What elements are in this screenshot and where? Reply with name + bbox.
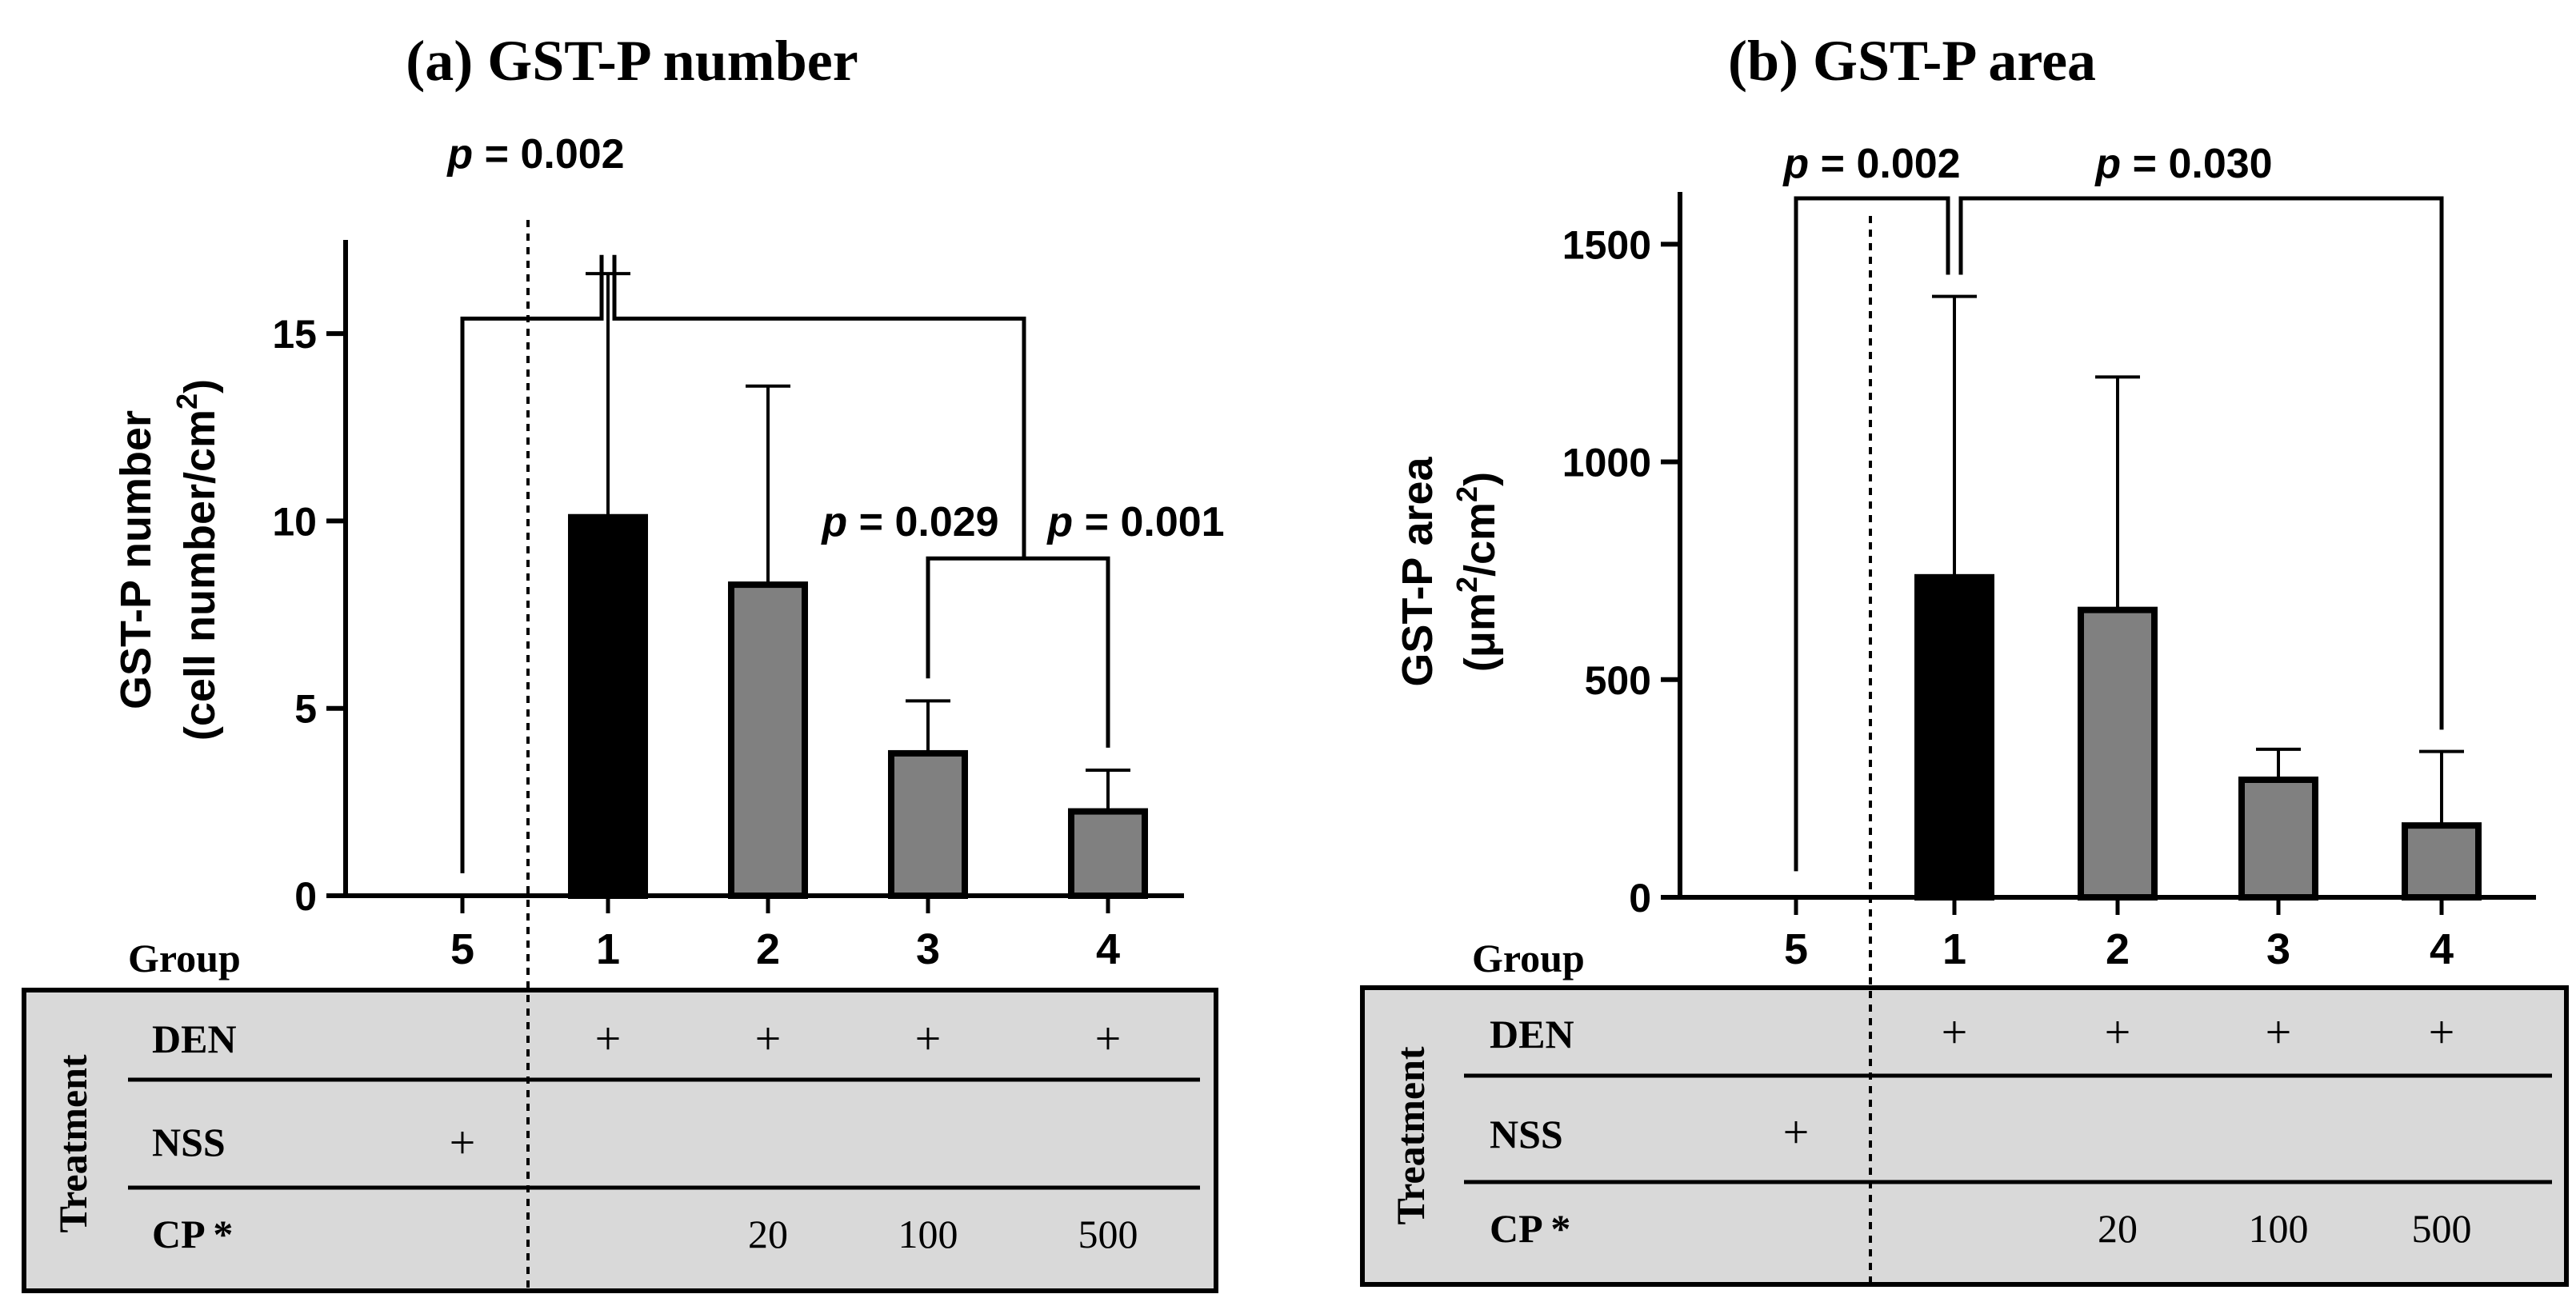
panel-a-cell-cp-2: 20: [748, 1212, 788, 1256]
p-value: = 0.001: [1073, 499, 1224, 545]
panel-a-ylabel-sup: 2: [170, 393, 203, 409]
panel-b-treatment-label: Treatment: [1388, 1046, 1433, 1224]
panel-b-category-label: 1: [1942, 925, 1966, 973]
panel-b-ylabel-main: (μm: [1456, 593, 1504, 672]
panel-b-cell-den-3: +: [2266, 1006, 2292, 1058]
panel-b-cell-den-1: +: [1942, 1006, 1968, 1058]
panel-a-bracket-3: [926, 556, 1110, 748]
panel-a-row-nss: NSS: [152, 1120, 226, 1164]
panel-b-ylabel-line2: (μm2/cm2): [1450, 472, 1504, 672]
panel-b-p-label-2: p = 0.030: [2094, 141, 2272, 187]
panel-a-p-label-1: p = 0.002: [446, 131, 624, 178]
panel-a-treatment-table: [22, 988, 1218, 1293]
panel-a-category-label: 2: [756, 925, 780, 973]
panel-a-cell-den-4: +: [1095, 1012, 1122, 1064]
panel-b-category-label: 4: [2430, 925, 2454, 973]
panel-a-title: (a) GST-P number: [406, 29, 858, 93]
panel-a-bar-group-3: [888, 749, 968, 900]
p-value: = 0.002: [473, 131, 624, 178]
panel-b-row-cp: CP *: [1490, 1206, 1570, 1251]
panel-a-category-label: 5: [450, 925, 474, 973]
panel-b-bar-group-3: [2238, 777, 2318, 901]
panel-b-cell-cp-4: 500: [2412, 1206, 2472, 1251]
panel-a-ytick-label: 5: [294, 687, 317, 732]
panel-a-treatment-label: Treatment: [50, 1054, 95, 1232]
panel-a-ytick-label: 10: [272, 499, 317, 544]
panel-a-ytick-label: 0: [294, 874, 317, 919]
p-value: = 0.030: [2121, 141, 2272, 187]
p-symbol: p: [2094, 141, 2121, 187]
panel-b-category-label: 5: [1784, 925, 1808, 973]
panel-b-ylabel-line1: GST-P area: [1394, 456, 1442, 686]
panel-b-ylabel-sup: 2: [1450, 577, 1483, 593]
panel-a-group-label: Group: [128, 936, 241, 980]
panel-b-cell-den-4: +: [2429, 1006, 2455, 1058]
panel-b: (b) GST-P area GST-P area (μm2/cm2) 0500…: [1360, 29, 2569, 1287]
panel-b-bar-group-1: [1914, 573, 1994, 901]
panel-b-ytick-label: 1500: [1562, 222, 1651, 267]
panel-a-cell-den-2: +: [755, 1012, 782, 1064]
panel-b-ytick-label: 1000: [1562, 441, 1651, 485]
panel-b-treatment-table: [1360, 985, 2569, 1287]
p-symbol: p: [1046, 499, 1073, 545]
panel-a-cell-cp-4: 500: [1078, 1212, 1138, 1256]
panel-b-row-nss: NSS: [1490, 1112, 1563, 1156]
panel-a-ylabel-end: ): [176, 379, 224, 393]
panel-a-row-cp: CP *: [152, 1212, 233, 1256]
p-value: = 0.002: [1809, 141, 1960, 187]
panel-b-ytick-label: 0: [1629, 876, 1651, 921]
panel-a-bracket-2: [612, 254, 1026, 559]
panel-a: (a) GST-P number GST-P number (cell numb…: [22, 29, 1225, 1293]
panel-a-category-label: 3: [916, 925, 940, 973]
panel-a-cell-den-3: +: [915, 1012, 942, 1064]
panel-b-bracket-2: [1958, 196, 2444, 730]
p-symbol: p: [446, 131, 473, 178]
panel-b-p-label-1: p = 0.002: [1782, 141, 1960, 187]
panel-a-cell-cp-3: 100: [898, 1212, 958, 1256]
panel-b-cell-cp-3: 100: [2249, 1206, 2309, 1251]
panel-a-bar-group-4: [1068, 808, 1148, 899]
panel-a-table-cells: + + + + +20 100 500: [450, 1012, 1138, 1256]
panel-a-bar-group-2: [728, 581, 808, 899]
panel-b-cell-nss-5: +: [1783, 1106, 1810, 1158]
p-symbol: p: [820, 499, 847, 545]
panel-a-category-label: 4: [1096, 925, 1120, 973]
panel-b-category-label: 3: [2266, 925, 2290, 973]
panel-a-ylabel-main: (cell number/cm: [176, 409, 224, 741]
panel-a-ytick-label: 15: [272, 312, 317, 357]
panel-b-table-cells: + + + + +20 100 500: [1783, 1006, 2472, 1251]
panel-b-bar-group-4: [2402, 822, 2482, 901]
p-symbol: p: [1782, 141, 1809, 187]
panel-a-bracket-1: [460, 254, 604, 873]
panel-b-cell-cp-2: 20: [2098, 1206, 2138, 1251]
panel-a-row-den: DEN: [152, 1016, 237, 1061]
panel-b-ylabel-end: ): [1456, 472, 1504, 486]
panel-a-p-label-2: p = 0.029: [820, 499, 998, 545]
panel-a-ylabel-line1: GST-P number: [112, 410, 160, 709]
panel-a-p-label-3: p = 0.001: [1046, 499, 1224, 545]
panel-b-row-den: DEN: [1490, 1012, 1574, 1056]
panel-a-cell-den-1: +: [595, 1012, 622, 1064]
panel-b-bar-group-2: [2078, 606, 2158, 901]
panel-b-ytick-label: 500: [1585, 658, 1651, 703]
panel-b-group-label: Group: [1472, 936, 1585, 980]
panel-b-ylabel-sup2: 2: [1450, 486, 1483, 502]
panel-a-ylabel-line2: (cell number/cm2): [170, 379, 224, 741]
panel-b-bracket-1: [1794, 196, 1950, 872]
p-value: = 0.029: [847, 499, 998, 545]
panel-b-category-label: 2: [2106, 925, 2130, 973]
panel-b-ylabel-mid: /cm: [1456, 502, 1504, 577]
panel-b-title: (b) GST-P area: [1728, 29, 2096, 93]
panel-a-category-label: 1: [596, 925, 620, 973]
panel-a-bar-group-1: [568, 513, 648, 899]
panel-b-cell-den-2: +: [2105, 1006, 2131, 1058]
panel-a-cell-nss-5: +: [450, 1116, 476, 1168]
